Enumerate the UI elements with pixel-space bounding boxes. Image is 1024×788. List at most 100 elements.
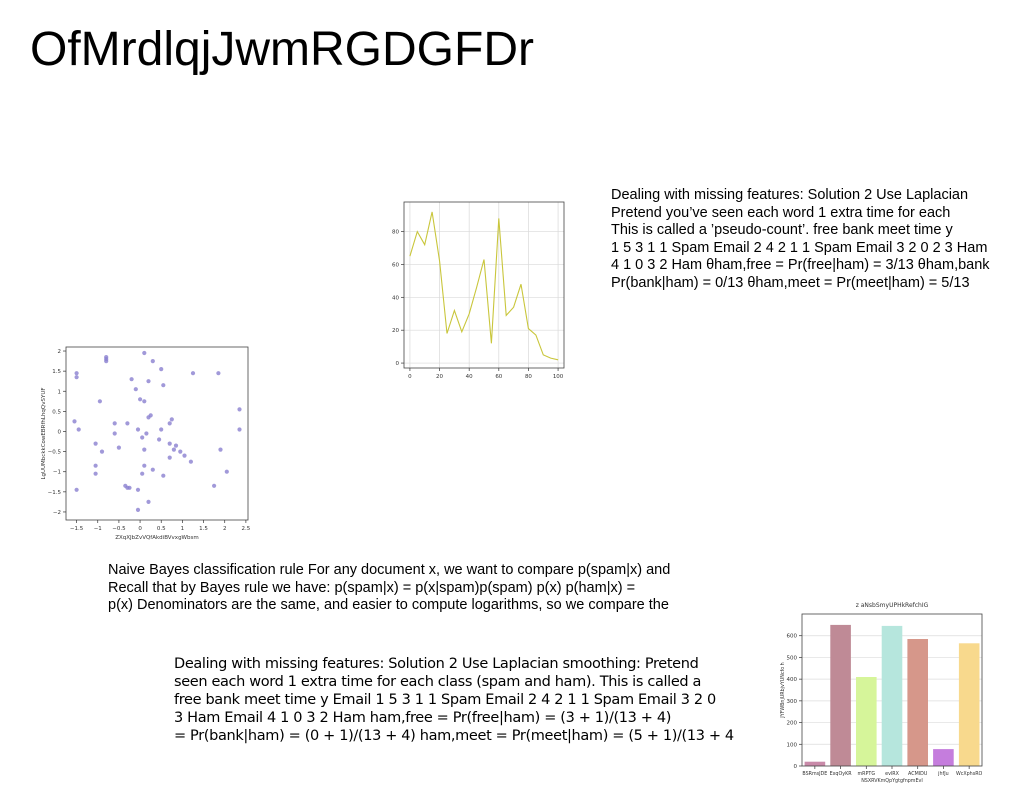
- y-tick-label: 500: [787, 655, 798, 661]
- scatter-point: [144, 431, 149, 436]
- y-tick-label: 0: [58, 429, 62, 435]
- bar: [958, 643, 980, 766]
- scatter-point: [112, 421, 117, 426]
- x-tick-label: 1: [181, 526, 185, 532]
- text-line: Pr(bank|ham) = 0/13 θham,meet = Pr(meet|…: [611, 274, 970, 291]
- scatter-point: [142, 463, 147, 468]
- y-tick-label: −2: [53, 510, 61, 516]
- text-line: Dealing with missing features: Solution …: [611, 187, 969, 203]
- bar: [881, 625, 903, 766]
- scatter-point: [237, 407, 242, 412]
- scatter-point: [167, 421, 172, 426]
- scatter-point: [146, 499, 151, 504]
- y-tick-label: 80: [392, 230, 399, 236]
- scatter-point: [188, 459, 193, 464]
- scatter-point: [99, 449, 105, 454]
- scatter-point: [74, 487, 79, 492]
- plot-frame: [801, 613, 983, 767]
- scatter-point: [216, 371, 221, 376]
- bar: [830, 624, 851, 766]
- text-line: p(x) Denominators are the same, and easi…: [108, 597, 669, 613]
- text-line: This is called a ’pseudo-count’. free ba…: [611, 222, 953, 238]
- x-tick-label: ExqOyKR: [830, 771, 853, 777]
- scatter-point: [150, 359, 155, 364]
- scatter-point: [76, 427, 81, 432]
- scatter-point: [129, 377, 134, 382]
- chart-title: z aNsbSmyUPHkRefchIG: [856, 602, 929, 609]
- scatter-point: [74, 371, 79, 376]
- text-line: 4 1 0 3 2 Ham θham,free = Pr(free|ham) =…: [611, 257, 990, 273]
- series-line: [409, 211, 559, 361]
- bar: [804, 761, 826, 766]
- laplacian-pseudo-count-text: Dealing with missing features: Solution …: [611, 187, 1024, 292]
- y-tick-label: −0.5: [48, 450, 62, 456]
- plot-frame: [65, 346, 249, 521]
- scatter-point: [142, 447, 147, 452]
- text-line: seen each word 1 extra time for each cla…: [174, 674, 702, 690]
- scatter-point: [224, 469, 229, 474]
- plot-frame: [403, 201, 565, 369]
- scatter-point: [178, 449, 183, 454]
- scatter-point: [159, 367, 164, 372]
- y-axis-label: JYFWBnjURbjvYUNcfo h: [780, 662, 786, 718]
- scatter-point: [116, 445, 121, 450]
- scatter-point: [173, 443, 179, 448]
- y-tick-label: 20: [392, 328, 399, 334]
- scatter-point: [140, 471, 145, 476]
- x-axis-label: ZXqXJbZvVQfAkdiBVvxgWbsm: [115, 535, 198, 541]
- scatter-point: [150, 467, 155, 472]
- scatter-point: [159, 427, 164, 432]
- x-tick-label: 0: [408, 374, 412, 380]
- scatter-point: [182, 453, 187, 458]
- page-title: OfMrdlqjJwmRGDGFDr: [30, 23, 534, 76]
- y-tick-label: 200: [787, 721, 798, 727]
- text-line: Dealing with missing features: Solution …: [174, 656, 699, 672]
- scatter-point: [140, 435, 145, 440]
- scatter-point: [135, 507, 141, 512]
- scatter-point: [190, 371, 196, 376]
- y-tick-label: 1.5: [52, 369, 61, 375]
- x-axis-label: NSXRVKmQpYgtgfnpmEvI: [861, 778, 923, 784]
- y-tick-label: 0.5: [52, 409, 61, 415]
- scatter-point: [167, 455, 172, 460]
- x-tick-label: WcXphsRO: [956, 771, 983, 777]
- scatter-point: [93, 471, 98, 476]
- x-tick-label: 2: [223, 526, 227, 532]
- scatter-point: [169, 417, 174, 422]
- x-tick-label: 60: [495, 374, 502, 380]
- line-chart-svg: 0 20 40 60 80 0 20 40 60 80 100: [392, 201, 565, 380]
- scatter-point: [212, 483, 217, 488]
- scatter-point: [171, 447, 176, 452]
- x-tick-label: −1.5: [70, 526, 84, 532]
- bar-chart: 0 100 200 300 400 500 600 BSRmsJDE ExqOyKR mRPTG e…: [778, 596, 988, 788]
- scatter-point: [237, 427, 242, 432]
- y-tick-label: 60: [392, 262, 399, 268]
- y-tick-label: 0: [794, 764, 798, 770]
- y-axis-label: LgUUMbckkCowEBRfhLhqQvSYUF: [41, 387, 47, 479]
- y-tick-label: 300: [787, 699, 798, 705]
- y-tick-label: 40: [392, 295, 399, 301]
- y-tick-label: 400: [787, 677, 798, 683]
- scatter-chart-svg: −2 −1.5 −1 −0.5 0 0.5 1 1.5 2 −1.5 −1 −0.5 0 0.5 1 1.5 2…: [41, 346, 251, 541]
- x-tick-label: 20: [436, 374, 443, 380]
- scatter-point: [135, 427, 141, 432]
- scatter-point: [74, 375, 79, 380]
- scatter-point: [142, 350, 147, 356]
- y-tick-label: 100: [787, 742, 798, 748]
- scatter-point: [72, 419, 77, 424]
- text-line: 3 Ham Email 4 1 0 3 2 Ham ham,free = Pr(…: [174, 710, 672, 726]
- scatter-chart: −2 −1.5 −1 −0.5 0 0.5 1 1.5 2 −1.5 −1 −0.5 0 0.5 1 1.5 2…: [36, 340, 256, 548]
- line-chart: 0 20 40 60 80 0 20 40 60 80 100: [388, 196, 568, 386]
- scatter-point: [125, 485, 130, 490]
- scatter-point: [135, 487, 141, 492]
- x-tick-label: mRPTG: [858, 771, 876, 777]
- scatter-point: [125, 421, 130, 426]
- scatter-point: [161, 473, 166, 478]
- x-tick-label: jhfJu: [937, 771, 949, 777]
- y-tick-label: 1: [58, 389, 62, 395]
- naive-bayes-rule-text: Naive Bayes classification rule For any …: [108, 562, 738, 615]
- scatter-point: [161, 383, 166, 388]
- scatter-point: [167, 441, 172, 446]
- bar-chart-svg: 0 100 200 300 400 500 600 BSRmsJDE ExqOyKR mRPTG e…: [780, 602, 983, 784]
- scatter-point: [104, 357, 109, 362]
